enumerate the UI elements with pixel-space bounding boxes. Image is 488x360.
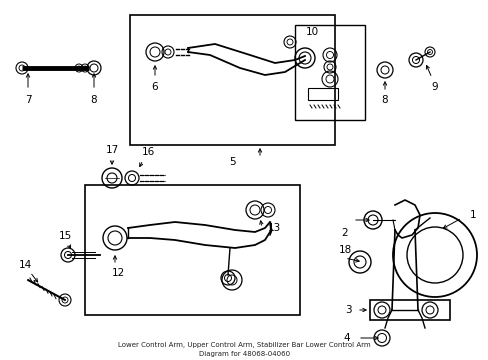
- Text: 2: 2: [341, 228, 347, 238]
- Text: 10: 10: [305, 27, 318, 37]
- Text: 13: 13: [267, 223, 281, 233]
- Text: 4: 4: [343, 333, 349, 343]
- Bar: [85, 185, 299, 315]
- Text: 18: 18: [338, 245, 351, 255]
- Bar: [307, 88, 337, 100]
- Text: 12: 12: [111, 268, 124, 278]
- Text: 7: 7: [24, 95, 31, 105]
- Bar: [369, 300, 449, 320]
- Text: 15: 15: [58, 231, 71, 241]
- Bar: [130, 15, 334, 145]
- Text: 5: 5: [228, 157, 235, 167]
- Text: 16: 16: [141, 147, 154, 157]
- Text: 6: 6: [151, 82, 158, 92]
- Text: Lower Control Arm, Upper Control Arm, Stabilizer Bar Lower Control Arm: Lower Control Arm, Upper Control Arm, St…: [118, 342, 370, 348]
- Text: 3: 3: [345, 305, 351, 315]
- Text: 14: 14: [19, 260, 32, 270]
- Text: 8: 8: [90, 95, 97, 105]
- Text: 9: 9: [431, 82, 437, 92]
- Text: 17: 17: [105, 145, 119, 155]
- Text: 8: 8: [381, 95, 387, 105]
- Text: Diagram for 48068-04060: Diagram for 48068-04060: [199, 351, 289, 357]
- Text: 1: 1: [469, 210, 476, 220]
- Bar: [294, 25, 364, 120]
